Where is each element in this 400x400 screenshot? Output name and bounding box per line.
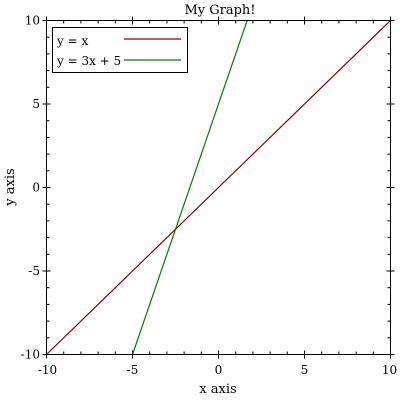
x-tick-label: -5 <box>127 363 139 377</box>
y-tick-label: 0 <box>32 181 40 195</box>
legend-label-series-1: y = x <box>56 34 88 48</box>
legend-label-series-2: y = 3x + 5 <box>56 54 121 68</box>
y-tick-label: -5 <box>28 264 40 278</box>
x-tick-label: -10 <box>38 363 57 377</box>
tick-labels: -10 -5 0 5 10 -10 -5 0 5 10 <box>21 14 397 378</box>
series-line-1 <box>46 20 391 355</box>
y-tick-label: 5 <box>32 97 40 111</box>
x-tick-label: 0 <box>215 363 223 377</box>
chart-title: My Graph! <box>184 3 255 18</box>
y-tick-label: -10 <box>21 348 40 362</box>
series-line-2 <box>131 20 248 355</box>
x-tick-label: 5 <box>301 363 309 377</box>
series-layer <box>46 20 391 355</box>
plot-frame <box>46 20 391 355</box>
x-axis-label: x axis <box>199 382 236 397</box>
y-axis-label: y axis <box>3 168 18 206</box>
legend: y = x y = 3x + 5 <box>52 27 188 73</box>
x-tick-label: 10 <box>382 363 397 377</box>
legend-box <box>52 27 188 73</box>
y-tick-label: 10 <box>25 14 40 28</box>
